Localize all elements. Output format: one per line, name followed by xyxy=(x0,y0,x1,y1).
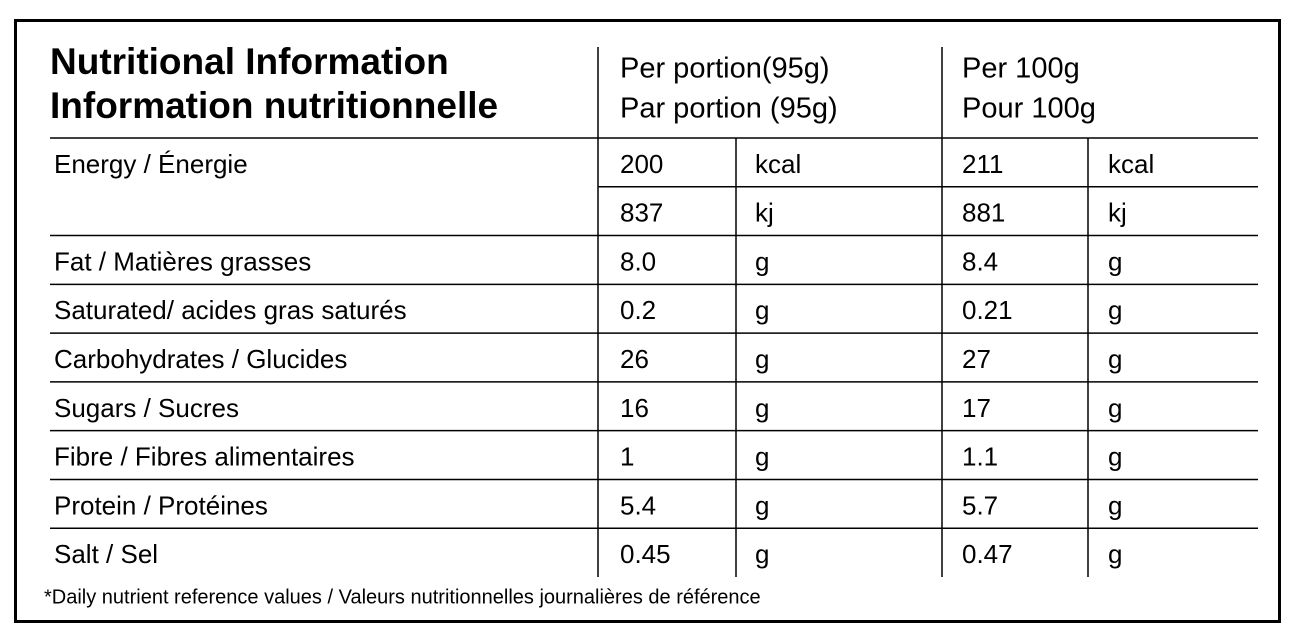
portion-value: 837 xyxy=(620,198,663,228)
column-header: Pour 100g xyxy=(962,93,1096,125)
column-header: Per 100g xyxy=(962,53,1080,85)
portion-unit: g xyxy=(755,344,769,374)
title-line: Nutritional Information xyxy=(50,41,449,82)
per100-value: 881 xyxy=(962,198,1005,228)
per100-value: 8.4 xyxy=(962,246,998,276)
per100-value: 27 xyxy=(962,344,991,374)
portion-unit: g xyxy=(755,393,769,423)
per100-value: 5.7 xyxy=(962,490,998,520)
per100-unit: g xyxy=(1108,393,1122,423)
per100-value: 211 xyxy=(962,149,1003,179)
per100-unit: g xyxy=(1108,442,1122,472)
portion-unit: kcal xyxy=(755,149,801,179)
portion-value: 0.45 xyxy=(620,539,671,569)
title-line: Information nutritionnelle xyxy=(50,85,498,126)
column-header: Par portion (95g) xyxy=(620,93,838,125)
portion-value: 0.2 xyxy=(620,295,656,325)
portion-unit: g xyxy=(755,246,769,276)
per100-value: 0.21 xyxy=(962,295,1013,325)
nutrient-label: Protein / Protéines xyxy=(54,490,268,520)
portion-unit: g xyxy=(755,295,769,325)
portion-value: 16 xyxy=(620,393,649,423)
per100-unit: kcal xyxy=(1108,149,1154,179)
column-header: Per portion(95g) xyxy=(620,53,830,85)
outer-border xyxy=(14,19,1281,623)
per100-unit: g xyxy=(1108,344,1122,374)
portion-unit: g xyxy=(755,539,769,569)
portion-unit: g xyxy=(755,490,769,520)
footnote: *Daily nutrient reference values / Valeu… xyxy=(44,586,761,608)
nutrient-label: Energy / Énergie xyxy=(54,149,248,179)
portion-unit: kj xyxy=(755,198,774,228)
per100-value: 17 xyxy=(962,393,991,423)
nutrient-label: Fat / Matières grasses xyxy=(54,246,311,276)
nutrient-label: Fibre / Fibres alimentaires xyxy=(54,442,355,472)
per100-unit: g xyxy=(1108,295,1122,325)
per100-unit: g xyxy=(1108,490,1122,520)
portion-value: 5.4 xyxy=(620,490,656,520)
per100-value: 0.47 xyxy=(962,539,1013,569)
portion-value: 8.0 xyxy=(620,246,656,276)
portion-value: 26 xyxy=(620,344,649,374)
nutrient-label: Saturated/ acides gras saturés xyxy=(54,295,407,325)
per100-unit: g xyxy=(1108,246,1122,276)
per100-unit: kj xyxy=(1108,198,1127,228)
portion-value: 1 xyxy=(620,442,634,472)
portion-value: 200 xyxy=(620,149,663,179)
nutrient-label: Sugars / Sucres xyxy=(54,393,239,423)
per100-unit: g xyxy=(1108,539,1122,569)
portion-unit: g xyxy=(755,442,769,472)
nutrient-label: Carbohydrates / Glucides xyxy=(54,344,347,374)
nutrient-label: Salt / Sel xyxy=(54,539,158,569)
per100-value: 1.1 xyxy=(962,442,998,472)
